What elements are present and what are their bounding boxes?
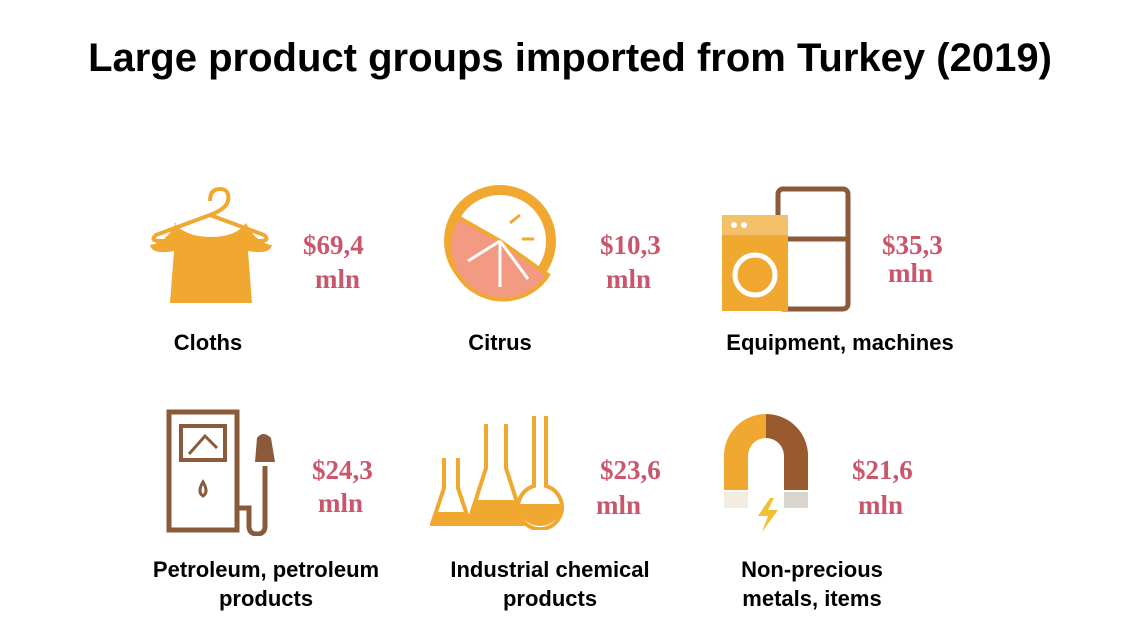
citrus-icon	[444, 185, 556, 302]
unit: mln	[315, 264, 361, 294]
value: $24,3	[312, 455, 373, 485]
label: Petroleum, petroleum products	[152, 557, 380, 611]
unit: mln	[858, 490, 904, 520]
value: $10,3	[600, 230, 661, 260]
cloths-icon	[150, 186, 272, 303]
value: $23,6	[600, 455, 661, 485]
value: $21,6	[852, 455, 913, 485]
label: Industrial chemical products	[450, 557, 650, 611]
value: $35,3	[882, 230, 943, 260]
equipment-icon	[722, 186, 851, 312]
unit: mln	[888, 258, 934, 288]
chemical-icon	[430, 416, 564, 530]
title: Large product groups imported from Turke…	[88, 36, 1052, 80]
value: $69,4	[303, 230, 364, 260]
unit: mln	[596, 490, 642, 520]
label: Cloths	[173, 330, 243, 355]
label: Non-precious metals, items	[741, 557, 883, 611]
metals-icon	[724, 413, 808, 532]
label: Equipment, machines	[726, 330, 954, 355]
label: Citrus	[468, 330, 532, 355]
petroleum-icon	[166, 409, 275, 536]
unit: mln	[318, 488, 364, 518]
unit: mln	[606, 264, 652, 294]
